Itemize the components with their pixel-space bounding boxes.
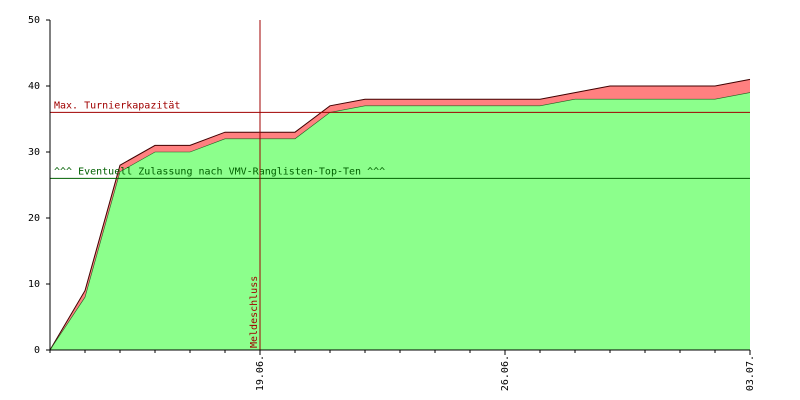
y-tick-label: 0 (34, 345, 40, 356)
x-tick-label: 26.06. (500, 355, 511, 391)
y-tick-label: 20 (28, 213, 40, 224)
x-tick-label: 19.06. (255, 355, 266, 391)
x-tick-label: 03.07. (745, 355, 756, 391)
y-tick-label: 40 (28, 81, 40, 92)
outline (49, 78, 751, 351)
reference-label: ^^^ Eventuell Zulassung nach VMV-Ranglis… (54, 166, 385, 177)
reference-label: Meldeschluss (249, 276, 260, 348)
reference-label: Max. Turnierkapazität (54, 100, 180, 111)
y-tick-label: 10 (28, 279, 40, 290)
y-tick-label: 30 (28, 147, 40, 158)
area (50, 92, 750, 350)
y-tick-label: 50 (28, 15, 40, 26)
outline (49, 92, 751, 351)
